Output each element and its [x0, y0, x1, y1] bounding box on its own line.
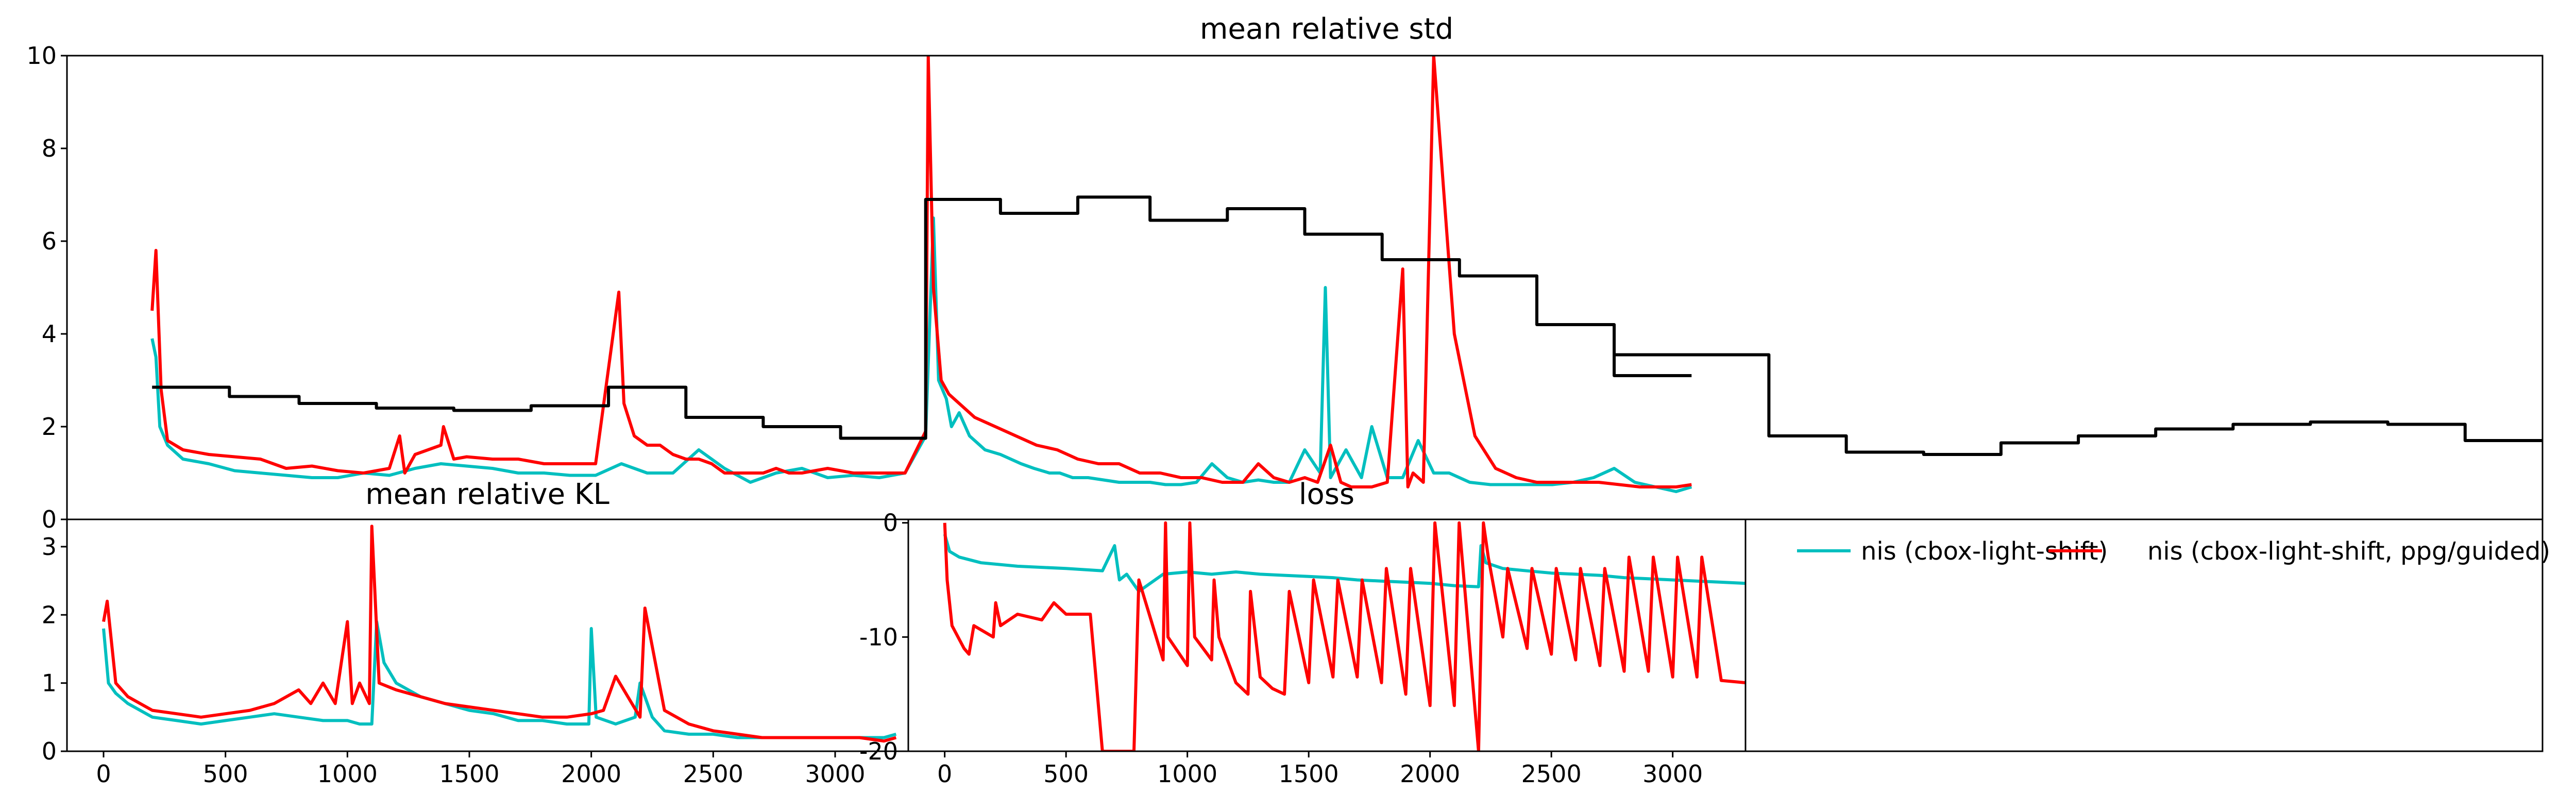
y-tick-label: 8 [42, 134, 57, 162]
y-tick-label: 3 [42, 533, 57, 561]
legend-frame [1744, 518, 2544, 752]
y-tick-label: 10 [26, 42, 57, 70]
x-tick-label: 2000 [561, 760, 621, 788]
y-tick-label: 0 [883, 509, 898, 537]
series-line-0-2 [152, 195, 1692, 440]
x-tick-label: 0 [96, 760, 111, 788]
y-tick-label: -10 [859, 623, 898, 651]
series-line-0-3 [1614, 353, 2543, 456]
series-line-2-0 [943, 533, 1745, 593]
kl-panel: mean relative KL 0 1 2 3 0 500 1000 1500 2000 25… [42, 478, 909, 788]
x-tick-label: 1000 [317, 760, 378, 788]
legend: nis (cbox-light-shift) nis (cbox-light-s… [1797, 537, 2550, 566]
series-line-2-1 [943, 521, 1745, 751]
x-tick-label: 2500 [683, 760, 743, 788]
std-y-axis: 0 2 4 6 8 10 [26, 42, 67, 533]
loss-frame [907, 518, 1747, 752]
x-tick-label: 0 [937, 760, 952, 788]
y-tick-label: 1 [42, 669, 57, 697]
std-title: mean relative std [1200, 12, 1453, 46]
x-tick-label: 1500 [439, 760, 499, 788]
y-tick-label: 6 [42, 227, 57, 255]
x-tick-label: 1000 [1157, 760, 1217, 788]
y-tick-label: 2 [42, 413, 57, 441]
series-line-1-0 [102, 620, 897, 739]
legend-panel: nis (cbox-light-shift) nis (cbox-light-s… [1744, 518, 2550, 752]
x-tick-label: 500 [203, 760, 248, 788]
y-tick-label: 0 [42, 505, 57, 533]
y-tick-label: -20 [859, 737, 898, 765]
y-tick-label: 4 [42, 320, 57, 348]
x-tick-label: 3000 [805, 760, 865, 788]
std-panel: mean relative std 0 2 4 6 8 10 [26, 12, 2544, 533]
x-tick-label: 2500 [1521, 760, 1582, 788]
x-tick-label: 2000 [1400, 760, 1460, 788]
kl-x-axis: 0 500 1000 1500 2000 2500 3000 [96, 751, 866, 788]
kl-title: mean relative KL [365, 478, 609, 511]
x-tick-label: 1500 [1279, 760, 1339, 788]
y-tick-label: 2 [42, 601, 57, 629]
series-line-0-0 [150, 216, 1692, 493]
loss-x-axis: 0 500 1000 1500 2000 2500 3000 [937, 751, 1703, 788]
x-tick-label: 500 [1043, 760, 1089, 788]
loss-y-axis: 0 -10 -20 [859, 509, 908, 765]
series-line-0-1 [150, 56, 1692, 488]
loss-panel: loss 0 -10 -20 0 500 1000 1500 2000 2500 3000 [859, 478, 1747, 788]
x-tick-label: 3000 [1642, 760, 1703, 788]
legend-label-red: nis (cbox-light-shift, ppg/guided) [2147, 537, 2550, 566]
loss-title: loss [1299, 478, 1354, 511]
kl-y-axis: 0 1 2 3 [42, 533, 67, 765]
series-line-1-1 [102, 525, 897, 743]
y-tick-label: 0 [42, 737, 57, 765]
